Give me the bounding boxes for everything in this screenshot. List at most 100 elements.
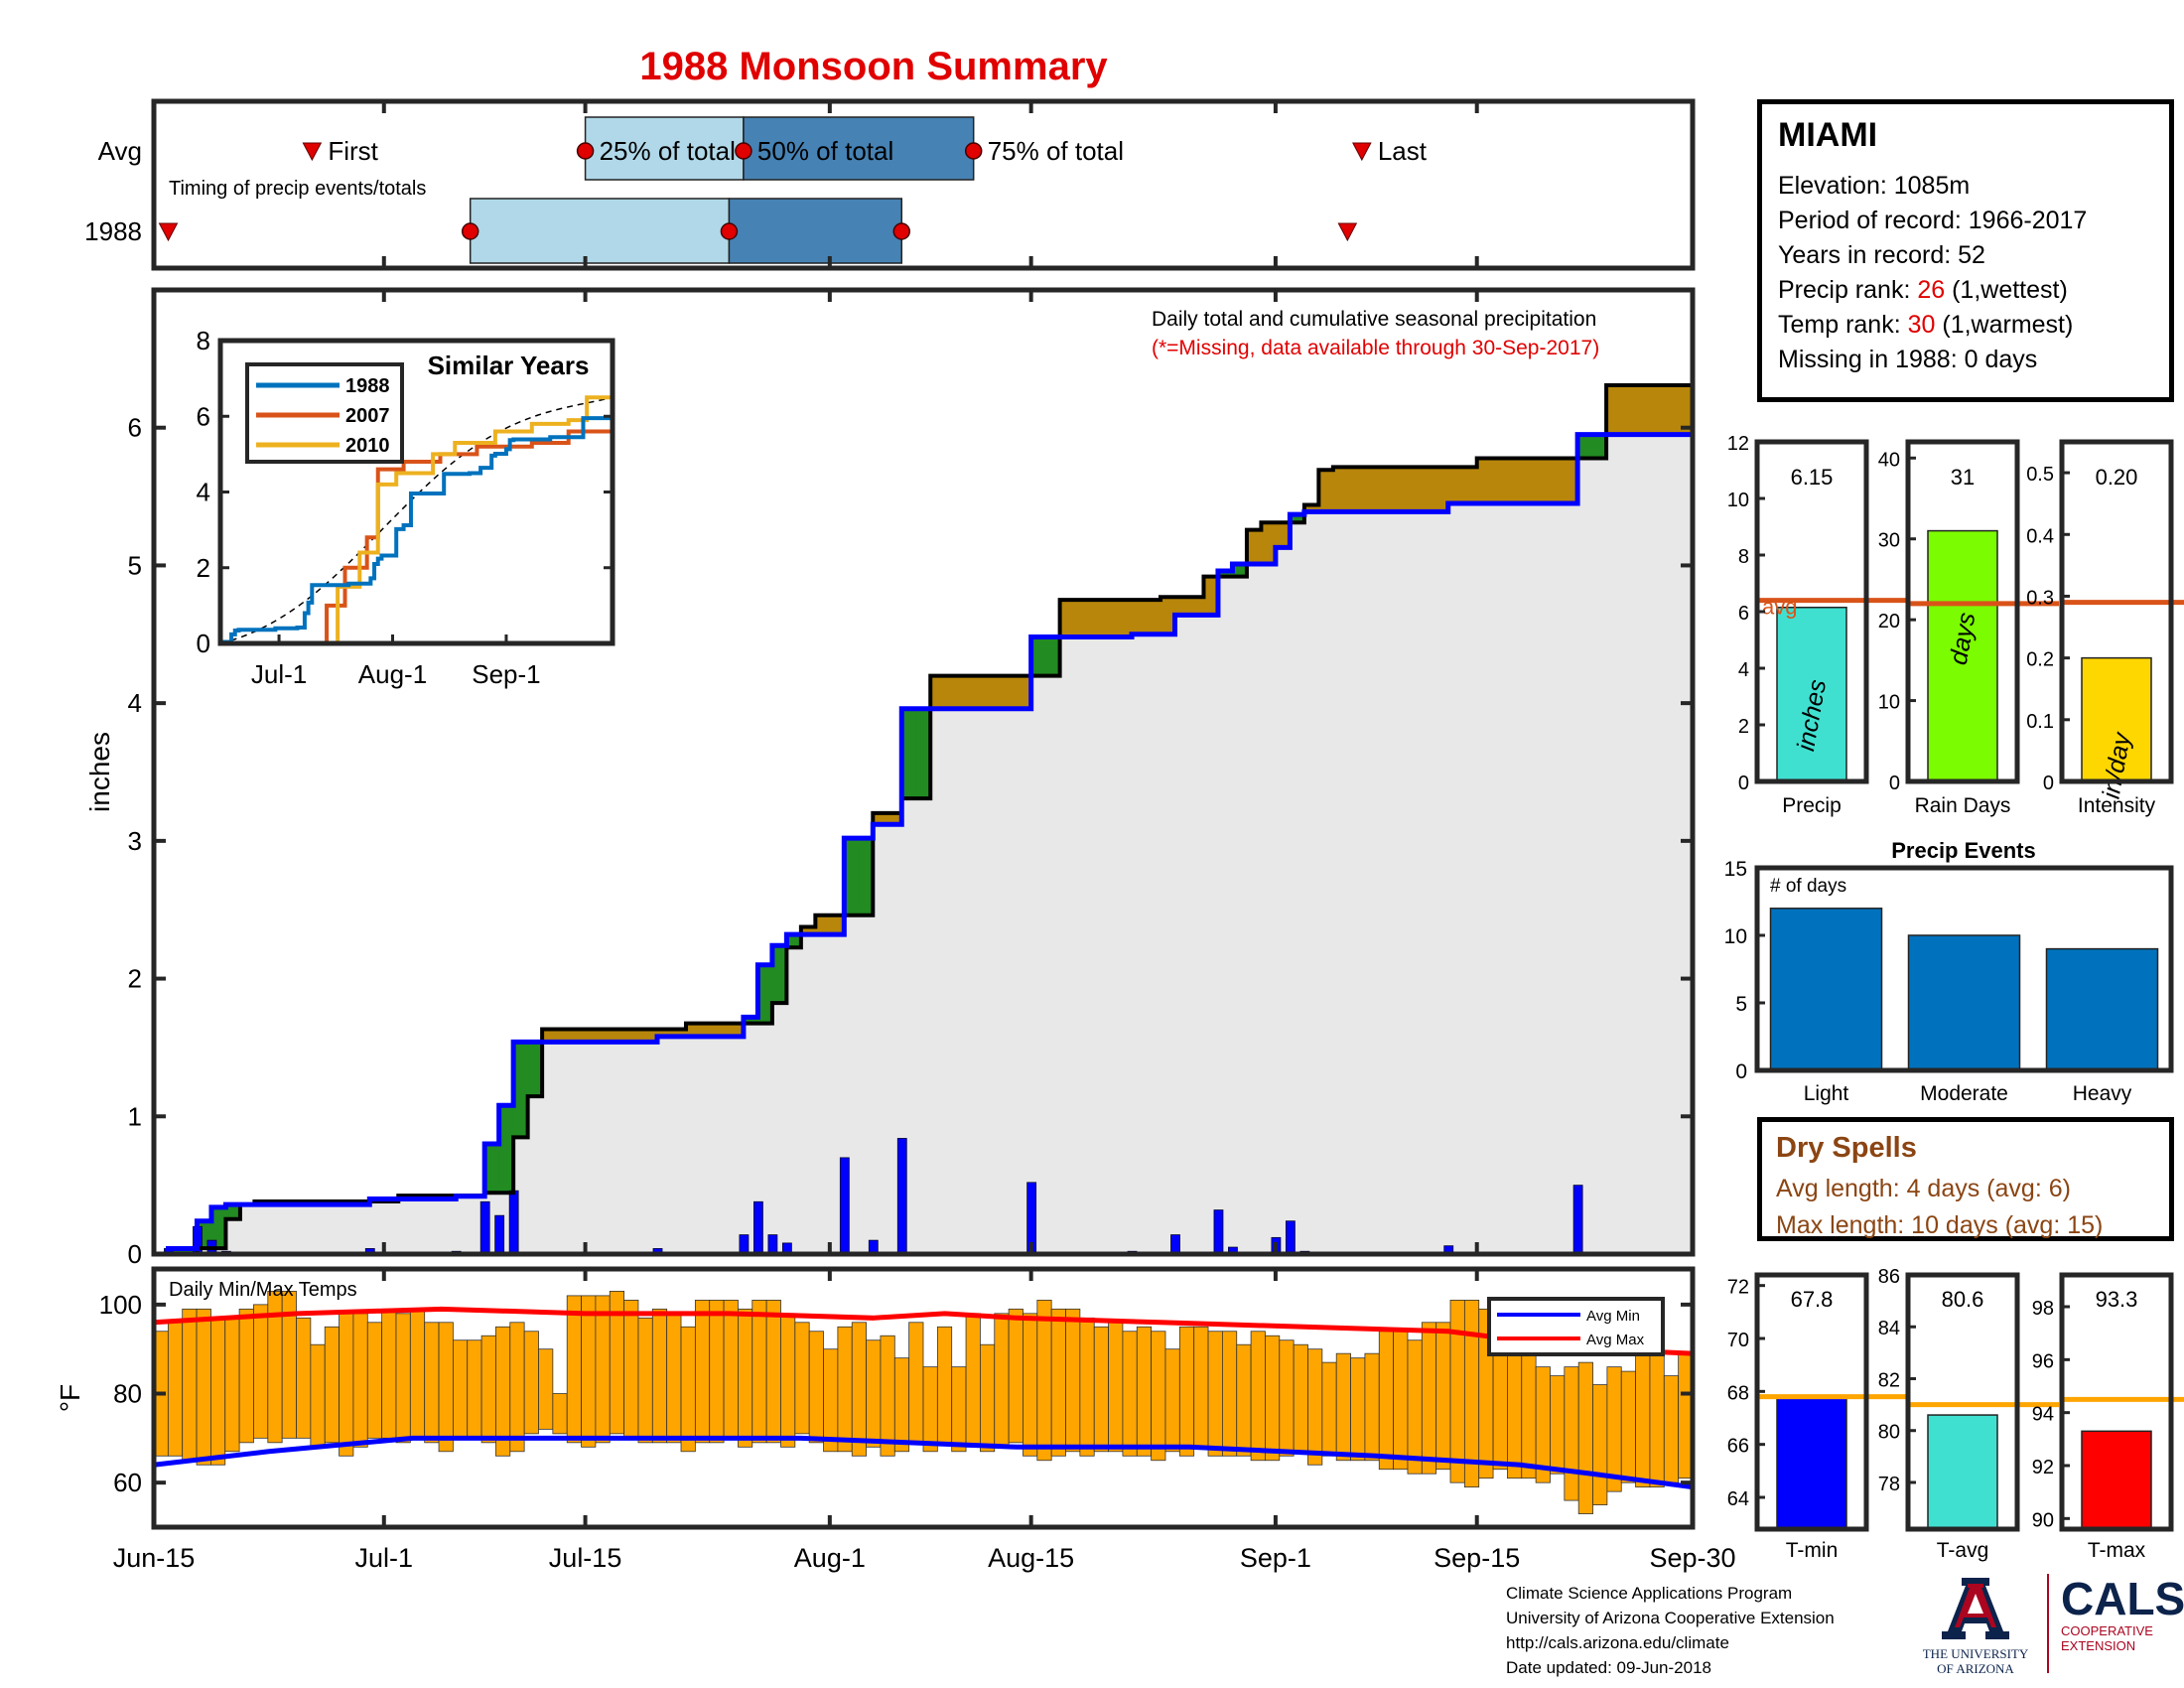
wetter-than-avg-band: [1232, 564, 1248, 577]
drier-than-avg-band: [1103, 600, 1119, 637]
drier-than-avg-band: [1405, 467, 1421, 512]
temps-title: Daily Min/Max Temps: [169, 1279, 357, 1301]
drier-than-avg-band: [585, 1029, 601, 1043]
drier-than-avg-band: [542, 1029, 558, 1043]
temp-range-bar: [253, 1304, 269, 1439]
precip-events-title: Precip Events: [1891, 838, 2036, 863]
credits-date: Date updated: 09-Jun-2018: [1506, 1658, 1711, 1677]
year-q50-q75-box: [728, 198, 903, 264]
temp-range-bar: [922, 1366, 938, 1453]
temp-range-bar: [1393, 1331, 1409, 1471]
wetter-than-avg-band: [1217, 570, 1234, 577]
daily-precip-bar: [1572, 1185, 1583, 1255]
wetter-than-avg-band: [168, 1248, 184, 1254]
drier-than-avg-band: [671, 1029, 687, 1037]
season-temp-y-tick-label: 96: [2032, 1350, 2054, 1372]
season-temp-y-tick-label: 82: [1878, 1369, 1900, 1391]
drier-than-avg-band: [1376, 467, 1392, 512]
season-total-y-tick-label: 0.5: [2026, 464, 2054, 486]
year-q50-marker: [720, 222, 739, 240]
temp-range-bar: [523, 1331, 539, 1435]
temp-range-bar: [182, 1308, 198, 1462]
drier-than-avg-band: [714, 1023, 731, 1037]
temp-range-bar: [1065, 1308, 1081, 1453]
drier-than-avg-band: [1491, 458, 1507, 504]
temp-range-bar: [296, 1317, 312, 1439]
drier-than-avg-band: [1390, 467, 1406, 512]
drier-than-avg-band: [800, 926, 816, 935]
inset-y-tick-label: 2: [197, 553, 210, 583]
temp-range-bar: [1606, 1366, 1622, 1492]
inset-frame: [217, 338, 615, 646]
daily-precip-bar: [767, 1234, 778, 1255]
temp-range-bar: [1435, 1322, 1451, 1471]
wetter-than-avg-band: [484, 1144, 500, 1194]
y-tick-label: 1: [128, 1101, 142, 1131]
temp-range-bar: [1507, 1352, 1523, 1479]
temp-range-bar: [908, 1322, 924, 1444]
season-total-xlabel: Precip: [1782, 794, 1842, 817]
season-temp-y-tick-label: 94: [2032, 1404, 2054, 1426]
wetter-than-avg-band: [513, 1042, 529, 1138]
temp-range-bar: [167, 1322, 184, 1457]
season-total-avg-label: avg: [1762, 595, 1797, 620]
drier-than-avg-band: [930, 675, 946, 709]
avg-first-marker: [302, 142, 323, 162]
drier-than-avg-band: [1534, 458, 1550, 504]
season-total-frame: [1754, 439, 1869, 784]
temp-range-bar: [1364, 1352, 1380, 1462]
temp-range-bar: [936, 1326, 953, 1444]
temp-range-bar: [1564, 1366, 1579, 1501]
temp-range-bar: [452, 1339, 469, 1439]
drier-than-avg-band: [1017, 675, 1032, 709]
x-tick-label: Jul-1: [355, 1543, 414, 1573]
temp-y-tick-label: 80: [113, 1379, 142, 1409]
drier-than-avg-band: [729, 1023, 745, 1037]
dry-spells-max: Max length: 10 days (avg: 15): [1776, 1211, 2104, 1239]
temp-range-bar: [339, 1313, 354, 1457]
wetter-than-avg-band: [210, 1206, 227, 1249]
season-temp-frame: [2059, 1272, 2174, 1532]
wetter-than-avg-band: [1577, 434, 1593, 459]
temp-range-bar: [1221, 1331, 1238, 1457]
cumulative-title: Daily total and cumulative seasonal prec…: [1152, 308, 1596, 331]
temp-range-bar: [823, 1348, 839, 1453]
temp-range-bar: [765, 1299, 781, 1444]
season-temp-bar: [1776, 1395, 1847, 1530]
drier-than-avg-band: [642, 1029, 658, 1043]
drier-than-avg-band: [1174, 597, 1190, 616]
precip-event-y-tick-label: 10: [1724, 925, 1747, 948]
drier-than-avg-band: [1246, 529, 1263, 565]
drier-than-avg-band: [700, 1023, 716, 1037]
temp-range-bar: [1178, 1326, 1195, 1457]
wetter-than-avg-band: [527, 1042, 543, 1097]
temp-range-bar: [196, 1308, 211, 1466]
temp-range-bar: [438, 1322, 454, 1453]
station-name: MIAMI: [1778, 116, 1878, 154]
y-tick-label: 2: [128, 964, 142, 994]
drier-than-avg-band: [1059, 600, 1075, 637]
wetter-than-avg-band: [786, 934, 802, 948]
season-total-frame: [1905, 439, 2020, 784]
station-info: MIAMI Elevation: 1085m Period of record:…: [1757, 99, 2174, 402]
drier-than-avg-band: [1261, 522, 1277, 565]
drier-than-avg-band: [1433, 467, 1449, 512]
cumulative-subtitle: (*=Missing, data available through 30-Se…: [1152, 337, 1599, 359]
temp-rank: Temp rank: 30 (1,warmest): [1778, 311, 2074, 339]
drier-than-avg-band: [988, 675, 1004, 709]
timing-label-q25: 25% of total: [600, 136, 736, 166]
temp-range-bar: [366, 1322, 383, 1439]
wetter-than-avg-band: [858, 838, 874, 915]
temp-range-bar: [1378, 1331, 1395, 1471]
temp-range-bar: [1207, 1331, 1223, 1457]
season-temp-frame: [1754, 1272, 1869, 1532]
inset-x-tick-label: Jul-1: [251, 659, 307, 689]
daily-precip-bar: [1170, 1234, 1180, 1255]
year-q75-marker: [892, 222, 911, 240]
x-tick-label: Sep-15: [1433, 1543, 1520, 1573]
precip-rank: Precip rank: 26 (1,wettest): [1778, 276, 2068, 304]
avg-q75-marker: [964, 142, 983, 160]
wetter-than-avg-band: [225, 1204, 241, 1219]
avg-last-marker: [1351, 142, 1372, 162]
season-temp-y-tick-label: 84: [1878, 1318, 1900, 1339]
